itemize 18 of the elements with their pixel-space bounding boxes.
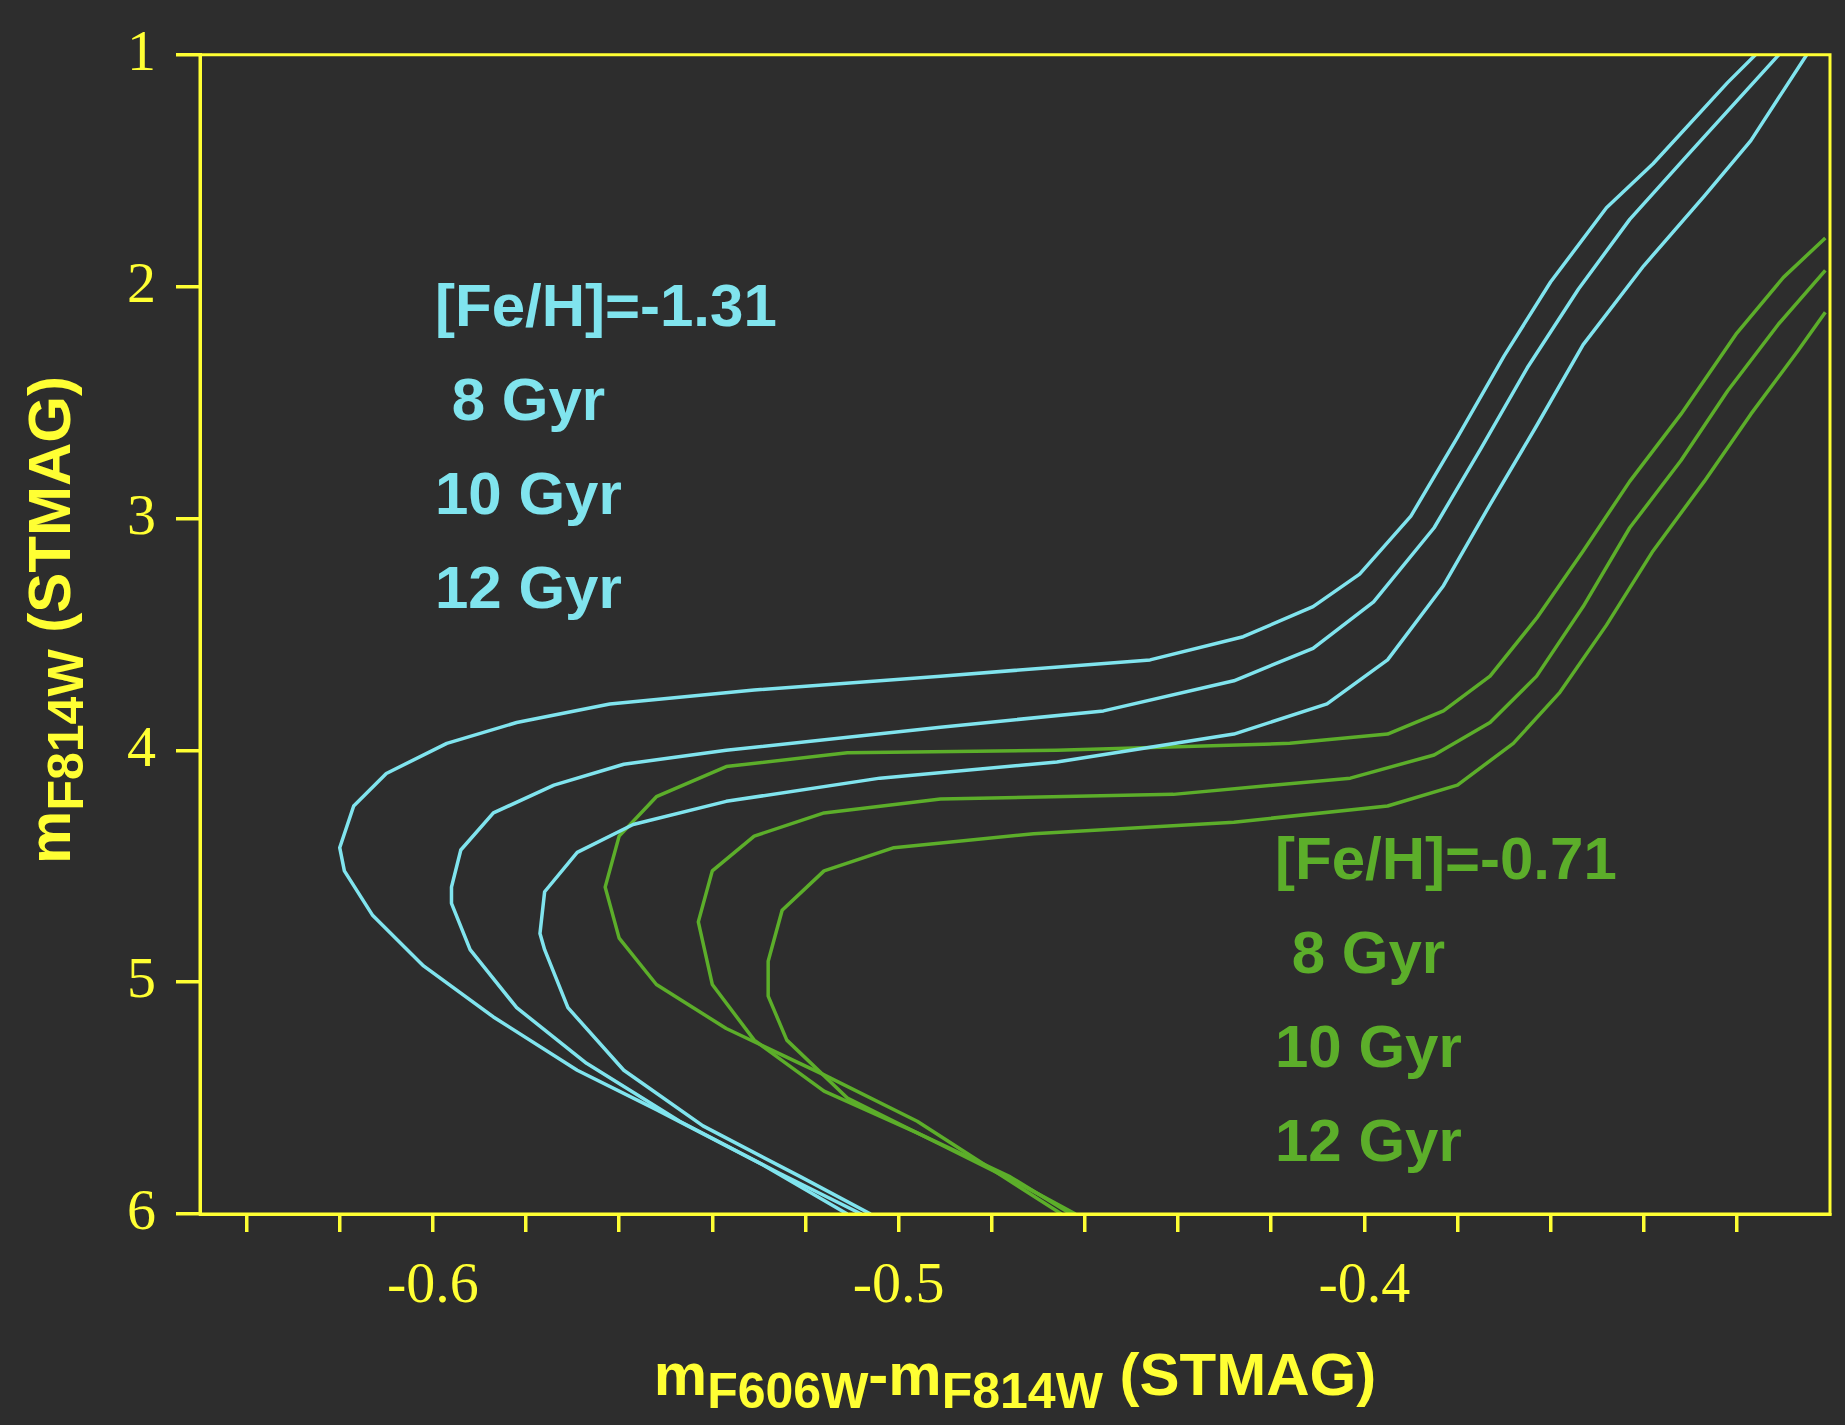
annotation: 8 Gyr: [435, 366, 606, 434]
annotation: [Fe/H]=-0.71: [1275, 825, 1617, 893]
annotation: 8 Gyr: [1275, 919, 1446, 987]
annotation: 12 Gyr: [435, 554, 622, 622]
x-tick-label: -0.4: [1318, 1250, 1411, 1316]
annotation: [Fe/H]=-1.31: [435, 272, 777, 340]
annotation: 12 Gyr: [1275, 1107, 1462, 1175]
x-axis-title: m$_{F606W}$-m$_{F814W}$ (STMAG): [653, 1340, 1377, 1420]
y-tick-label: 4: [127, 713, 156, 779]
annotation: 10 Gyr: [1275, 1013, 1462, 1081]
y-tick-label: 6: [127, 1177, 156, 1243]
y-tick-label: 1: [127, 18, 156, 84]
x-tick-label: -0.6: [386, 1250, 479, 1316]
x-tick-label: -0.5: [852, 1250, 945, 1316]
y-tick-label: 5: [127, 945, 156, 1011]
y-tick-label: 3: [127, 481, 156, 547]
annotation: 10 Gyr: [435, 460, 622, 528]
y-tick-label: 2: [127, 249, 156, 315]
